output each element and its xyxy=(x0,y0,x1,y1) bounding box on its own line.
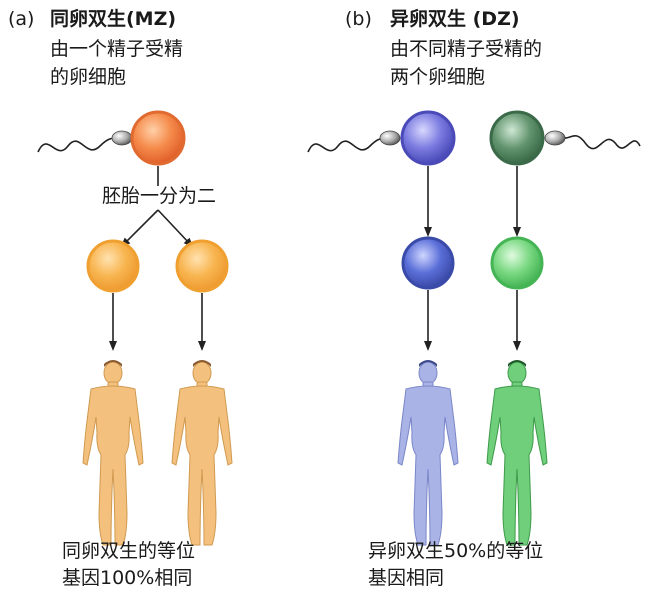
panel-a-split-arrow-left xyxy=(120,209,159,248)
panel-a-human-right xyxy=(171,360,233,546)
panel-a-twin-cell-right xyxy=(175,239,229,293)
panel-b-twin-cell-left xyxy=(401,236,455,290)
panel-b-human-left xyxy=(397,360,459,546)
panel-b-desc-line2: 两个卵细胞 xyxy=(390,66,486,88)
panel-a-title: 同卵双生(MZ) xyxy=(50,8,177,30)
panel-b-result-line2: 基因相同 xyxy=(368,567,445,589)
panel-a-result-line2: 基因100%相同 xyxy=(62,567,193,589)
panel-b-egg-right xyxy=(489,110,545,166)
panel-a-human-left xyxy=(82,360,144,546)
panel-a-desc-line1: 由一个精子受精 xyxy=(50,38,184,60)
panel-a-desc-line2: 的卵细胞 xyxy=(50,66,127,88)
panel-a-sperm xyxy=(37,130,133,153)
panel-a-egg xyxy=(130,110,186,166)
panel-b-title: 异卵双生 (DZ) xyxy=(390,8,520,30)
panel-a-twin-cell-left xyxy=(86,239,140,293)
panel-b-human-right xyxy=(486,360,548,546)
panel-a-result-line1: 同卵双生的等位 xyxy=(62,540,196,562)
panel-b-label: (b) xyxy=(345,8,372,30)
panel-b-desc-line1: 由不同精子受精的 xyxy=(390,38,543,60)
panel-b-twin-cell-right xyxy=(490,236,544,290)
panel-b-egg-left xyxy=(400,110,456,166)
panel-b-sperm-left xyxy=(307,130,401,153)
panel-b-sperm-right xyxy=(544,130,641,150)
panel-a-split-label: 胚胎一分为二 xyxy=(100,185,219,207)
panel-a-label: (a) xyxy=(8,8,35,30)
panel-a-split-arrow-right xyxy=(157,209,194,248)
panel-b-result-line1: 异卵双生50%的等位 xyxy=(368,540,544,562)
